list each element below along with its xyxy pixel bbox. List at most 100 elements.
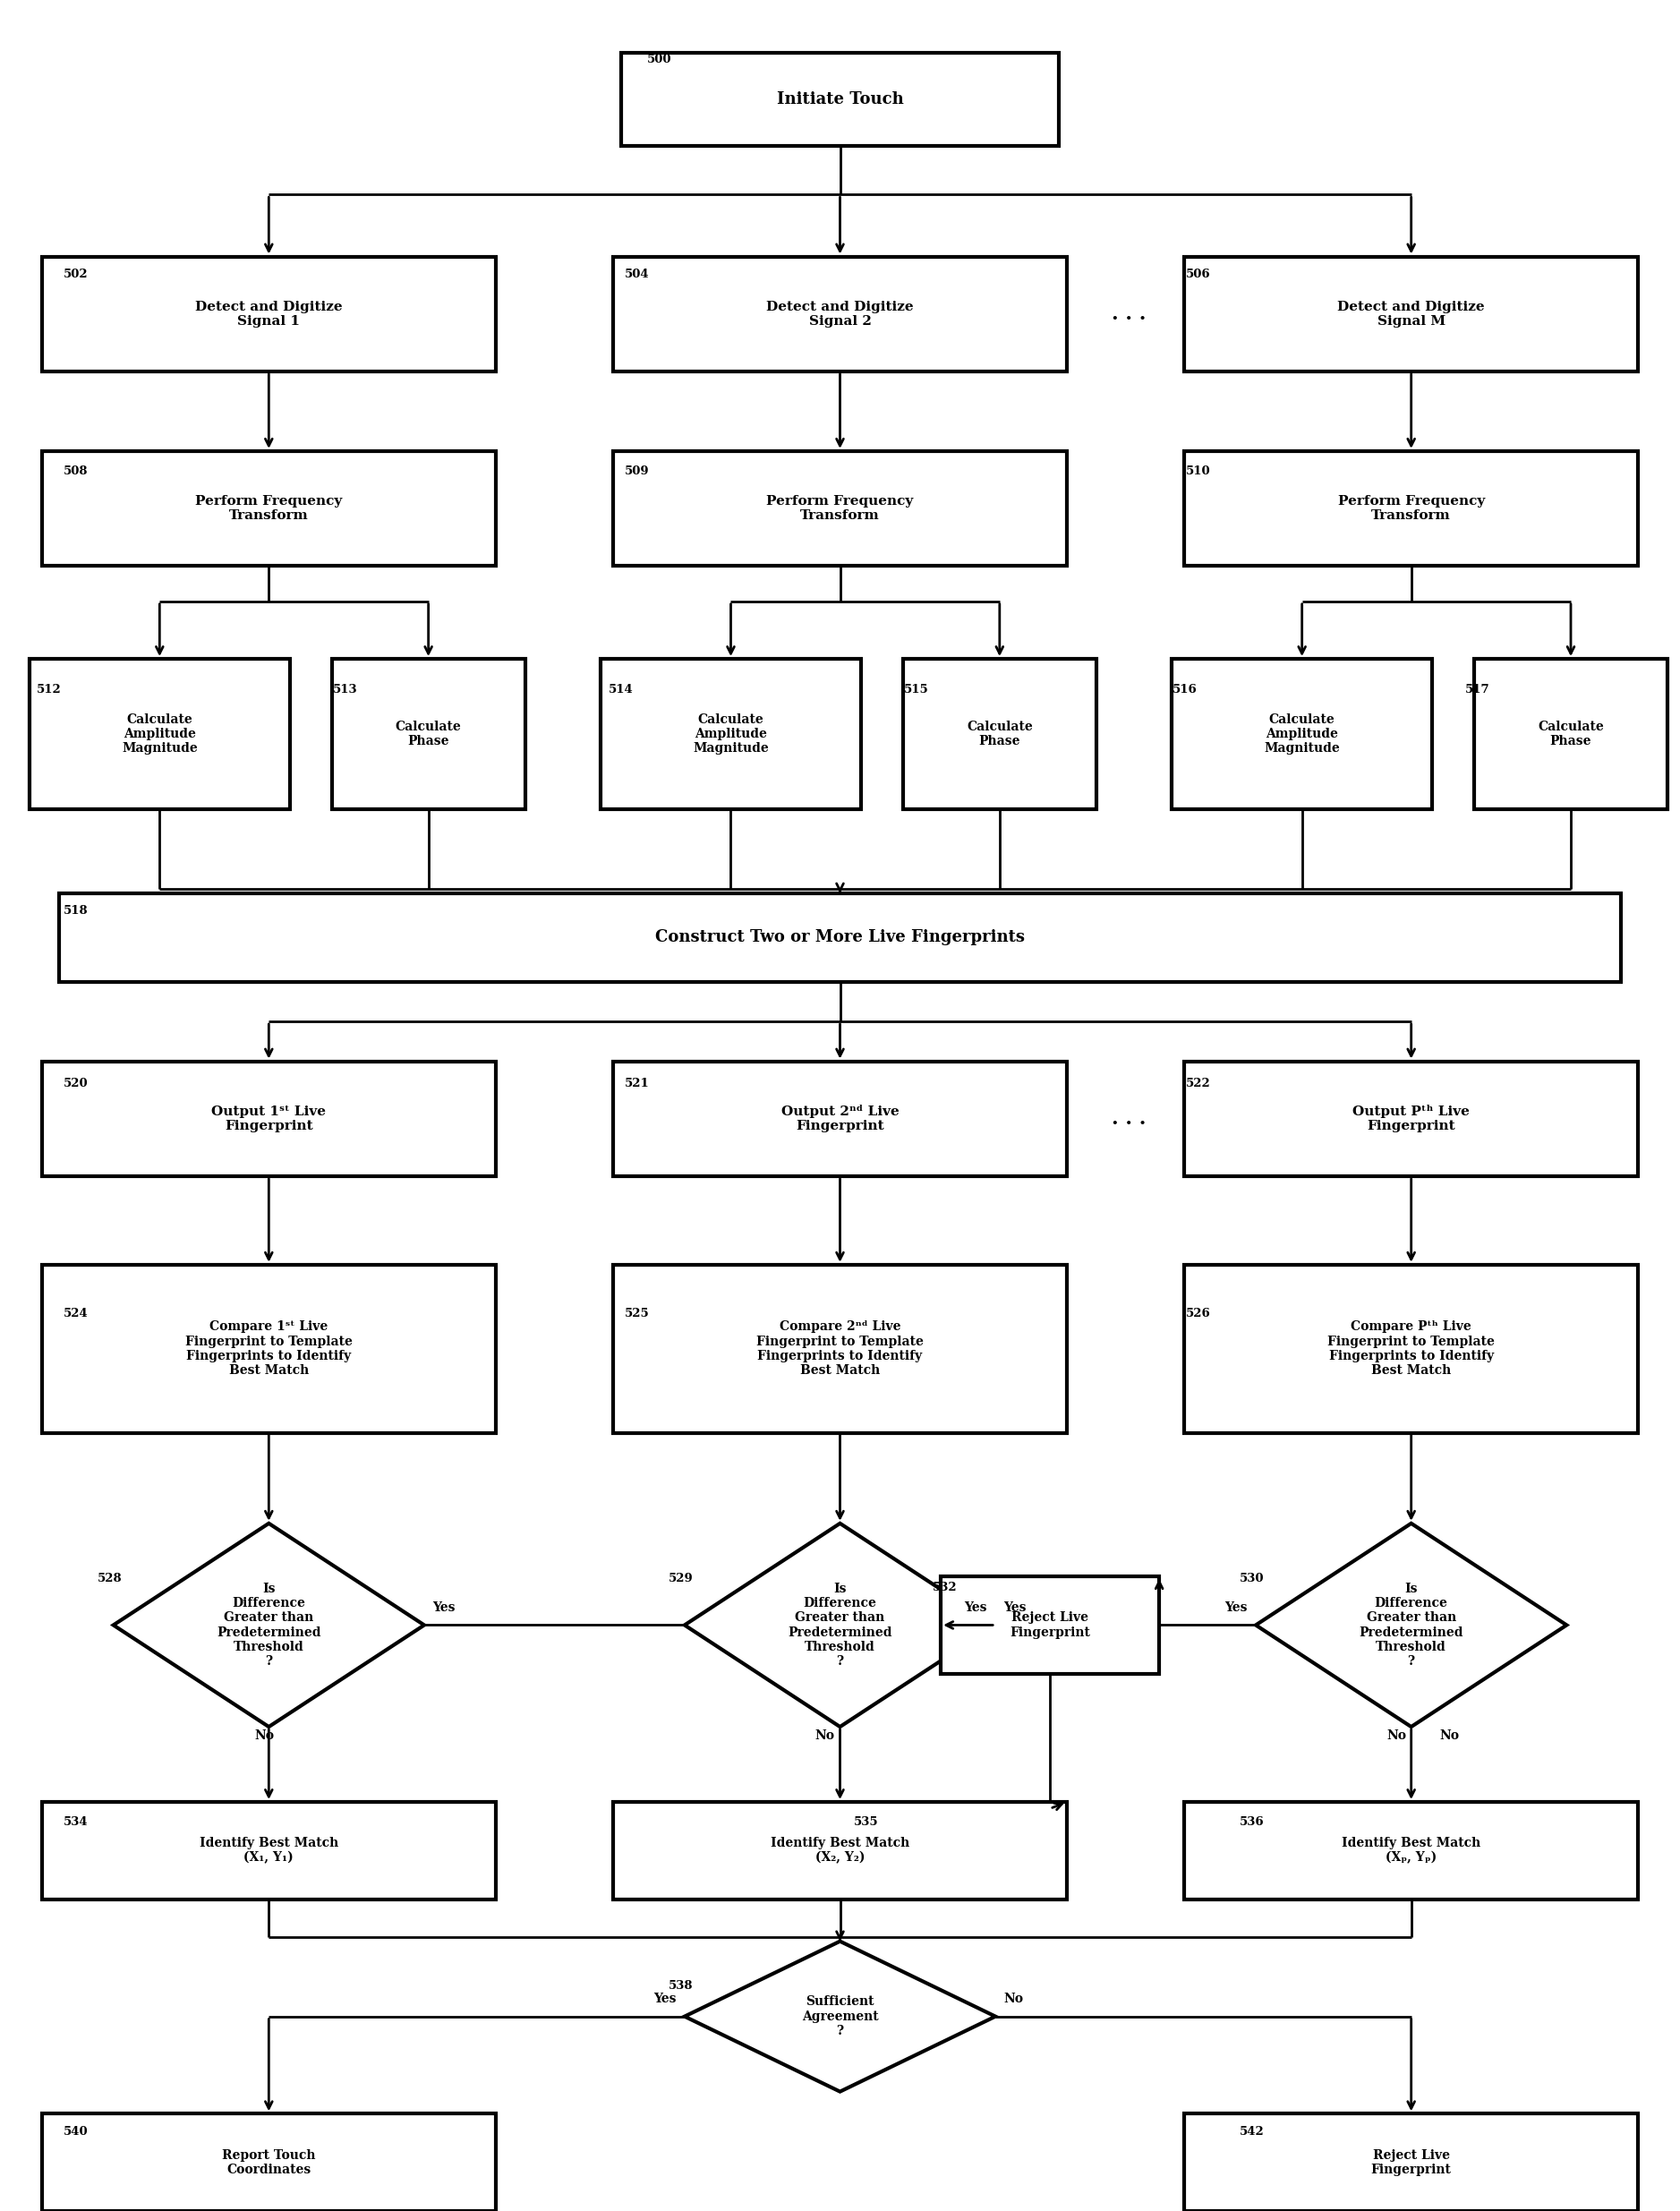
- Text: 510: 510: [1186, 464, 1211, 478]
- FancyBboxPatch shape: [42, 1265, 496, 1433]
- FancyBboxPatch shape: [904, 659, 1095, 809]
- Text: 514: 514: [608, 683, 633, 696]
- Text: Detect and Digitize
Signal 1: Detect and Digitize Signal 1: [195, 301, 343, 327]
- FancyBboxPatch shape: [1184, 451, 1638, 566]
- Text: Detect and Digitize
Signal 2: Detect and Digitize Signal 2: [766, 301, 914, 327]
- Text: Yes: Yes: [1005, 1601, 1026, 1614]
- FancyBboxPatch shape: [42, 2114, 496, 2211]
- FancyBboxPatch shape: [1184, 256, 1638, 371]
- Text: Calculate
Amplitude
Magnitude: Calculate Amplitude Magnitude: [1263, 714, 1341, 754]
- Text: 506: 506: [1186, 268, 1211, 281]
- Text: Calculate
Phase: Calculate Phase: [395, 721, 462, 747]
- FancyBboxPatch shape: [613, 1802, 1067, 1899]
- Text: Perform Frequency
Transform: Perform Frequency Transform: [766, 495, 914, 522]
- Text: Calculate
Phase: Calculate Phase: [966, 721, 1033, 747]
- Text: No: No: [1386, 1729, 1406, 1742]
- FancyBboxPatch shape: [941, 1576, 1159, 1674]
- Text: Yes: Yes: [964, 1601, 986, 1614]
- Text: Compare Pᵗʰ Live
Fingerprint to Template
Fingerprints to Identify
Best Match: Compare Pᵗʰ Live Fingerprint to Template…: [1327, 1320, 1495, 1377]
- Text: 524: 524: [64, 1307, 89, 1320]
- Text: Is
Difference
Greater than
Predetermined
Threshold
?: Is Difference Greater than Predetermined…: [788, 1583, 892, 1667]
- Text: Compare 2ⁿᵈ Live
Fingerprint to Template
Fingerprints to Identify
Best Match: Compare 2ⁿᵈ Live Fingerprint to Template…: [756, 1320, 924, 1377]
- Text: No: No: [1005, 1992, 1023, 2005]
- Text: Identify Best Match
(X₁, Y₁): Identify Best Match (X₁, Y₁): [200, 1837, 338, 1864]
- FancyBboxPatch shape: [42, 256, 496, 371]
- Text: Is
Difference
Greater than
Predetermined
Threshold
?: Is Difference Greater than Predetermined…: [217, 1583, 321, 1667]
- Text: 516: 516: [1173, 683, 1198, 696]
- Text: 540: 540: [64, 2125, 89, 2138]
- Text: 538: 538: [669, 1979, 694, 1992]
- Text: Report Touch
Coordinates: Report Touch Coordinates: [222, 2149, 316, 2176]
- Text: 522: 522: [1186, 1077, 1211, 1090]
- Text: Reject Live
Fingerprint: Reject Live Fingerprint: [1371, 2149, 1452, 2176]
- Text: Identify Best Match
(X₂, Y₂): Identify Best Match (X₂, Y₂): [771, 1837, 909, 1864]
- Text: Output Pᵗʰ Live
Fingerprint: Output Pᵗʰ Live Fingerprint: [1352, 1106, 1470, 1132]
- Text: Output 1ˢᵗ Live
Fingerprint: Output 1ˢᵗ Live Fingerprint: [212, 1106, 326, 1132]
- Text: Perform Frequency
Transform: Perform Frequency Transform: [195, 495, 343, 522]
- Text: 536: 536: [1240, 1815, 1265, 1828]
- Text: Sufficient
Agreement
?: Sufficient Agreement ?: [801, 1997, 879, 2036]
- Text: Yes: Yes: [1225, 1601, 1247, 1614]
- Text: . . .: . . .: [1112, 1110, 1146, 1128]
- Text: Initiate Touch: Initiate Touch: [776, 91, 904, 108]
- Text: No: No: [1440, 1729, 1460, 1742]
- FancyBboxPatch shape: [59, 893, 1621, 982]
- Text: Calculate
Amplitude
Magnitude: Calculate Amplitude Magnitude: [692, 714, 769, 754]
- Text: 504: 504: [625, 268, 650, 281]
- Text: Identify Best Match
(Xₚ, Yₚ): Identify Best Match (Xₚ, Yₚ): [1342, 1837, 1480, 1864]
- FancyBboxPatch shape: [613, 1265, 1067, 1433]
- Text: Calculate
Phase: Calculate Phase: [1537, 721, 1604, 747]
- Text: Perform Frequency
Transform: Perform Frequency Transform: [1337, 495, 1485, 522]
- Polygon shape: [1255, 1523, 1566, 1727]
- Text: Calculate
Amplitude
Magnitude: Calculate Amplitude Magnitude: [121, 714, 198, 754]
- Text: 528: 528: [97, 1572, 123, 1585]
- FancyBboxPatch shape: [1184, 1265, 1638, 1433]
- Text: 500: 500: [647, 53, 672, 66]
- FancyBboxPatch shape: [333, 659, 524, 809]
- Text: Is
Difference
Greater than
Predetermined
Threshold
?: Is Difference Greater than Predetermined…: [1359, 1583, 1463, 1667]
- Text: . . .: . . .: [1112, 305, 1146, 323]
- FancyBboxPatch shape: [1184, 2114, 1638, 2211]
- FancyBboxPatch shape: [42, 1802, 496, 1899]
- Text: 512: 512: [37, 683, 62, 696]
- Text: 509: 509: [625, 464, 650, 478]
- Text: Output 2ⁿᵈ Live
Fingerprint: Output 2ⁿᵈ Live Fingerprint: [781, 1106, 899, 1132]
- Polygon shape: [684, 1523, 995, 1727]
- Text: 521: 521: [625, 1077, 650, 1090]
- Text: Yes: Yes: [432, 1601, 455, 1614]
- Text: 530: 530: [1240, 1572, 1265, 1585]
- FancyBboxPatch shape: [1184, 1802, 1638, 1899]
- Text: 535: 535: [853, 1815, 879, 1828]
- Text: 520: 520: [64, 1077, 89, 1090]
- Text: No: No: [815, 1729, 835, 1742]
- Text: Yes: Yes: [654, 1992, 675, 2005]
- Text: Detect and Digitize
Signal M: Detect and Digitize Signal M: [1337, 301, 1485, 327]
- FancyBboxPatch shape: [613, 1061, 1067, 1176]
- Text: Reject Live
Fingerprint: Reject Live Fingerprint: [1010, 1612, 1090, 1638]
- FancyBboxPatch shape: [1475, 659, 1667, 809]
- Text: 515: 515: [904, 683, 929, 696]
- Text: 542: 542: [1240, 2125, 1265, 2138]
- FancyBboxPatch shape: [1184, 1061, 1638, 1176]
- Text: 526: 526: [1186, 1307, 1211, 1320]
- Text: Compare 1ˢᵗ Live
Fingerprint to Template
Fingerprints to Identify
Best Match: Compare 1ˢᵗ Live Fingerprint to Template…: [185, 1320, 353, 1377]
- FancyBboxPatch shape: [42, 451, 496, 566]
- Text: 517: 517: [1465, 683, 1490, 696]
- FancyBboxPatch shape: [622, 53, 1058, 146]
- FancyBboxPatch shape: [30, 659, 289, 809]
- FancyBboxPatch shape: [613, 256, 1067, 371]
- FancyBboxPatch shape: [42, 1061, 496, 1176]
- Polygon shape: [114, 1523, 423, 1727]
- Text: 502: 502: [64, 268, 89, 281]
- Text: No: No: [254, 1729, 274, 1742]
- Text: 529: 529: [669, 1572, 694, 1585]
- FancyBboxPatch shape: [1171, 659, 1431, 809]
- Text: 534: 534: [64, 1815, 89, 1828]
- FancyBboxPatch shape: [600, 659, 860, 809]
- FancyBboxPatch shape: [613, 451, 1067, 566]
- Text: 525: 525: [625, 1307, 650, 1320]
- Text: 508: 508: [64, 464, 89, 478]
- Text: 532: 532: [932, 1581, 958, 1594]
- Polygon shape: [684, 1941, 995, 2092]
- Text: 513: 513: [333, 683, 358, 696]
